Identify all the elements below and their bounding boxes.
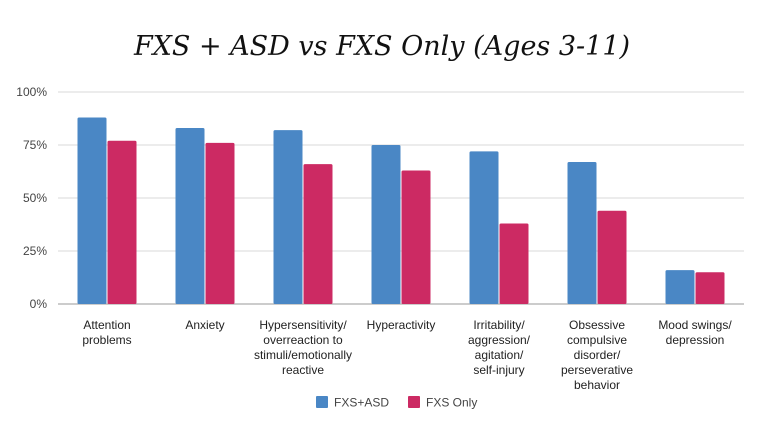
y-tick-label-50: 50% bbox=[23, 191, 47, 205]
x-tick-label-line: perseverative bbox=[561, 363, 633, 377]
x-tick-label-line: Obsessive bbox=[569, 318, 625, 332]
bar-fxs-asd-2 bbox=[273, 130, 303, 304]
legend-label-fxs-asd: FXS+ASD bbox=[334, 396, 389, 410]
bar-fxs-asd-4 bbox=[469, 151, 499, 304]
x-tick-label-line: compulsive bbox=[567, 333, 627, 347]
x-tick-label-line: Attention bbox=[83, 318, 130, 332]
bar-fxs-only-3 bbox=[401, 170, 431, 304]
x-axis-tick-labels: Attention problems Anxiety Hypersensitivity… bbox=[82, 318, 732, 392]
bar-fxs-only-5 bbox=[597, 210, 627, 304]
x-tick-label-line: Anxiety bbox=[185, 318, 224, 332]
x-tick-label-line: disorder/ bbox=[574, 348, 621, 362]
grid-lines bbox=[58, 91, 744, 305]
y-tick-label-25: 25% bbox=[23, 244, 47, 258]
x-tick-label-0: Attention problems bbox=[82, 318, 131, 347]
bar-fxs-asd-6 bbox=[665, 270, 695, 304]
x-tick-label-line: Irritability/ bbox=[473, 318, 525, 332]
x-tick-label-4: Irritability/aggression/agitation/self-i… bbox=[468, 318, 531, 377]
bar-fxs-asd-5 bbox=[567, 161, 597, 304]
x-tick-label-line: aggression/ bbox=[468, 333, 531, 347]
x-tick-label-line: depression bbox=[666, 333, 725, 347]
x-tick-label-line: self-injury bbox=[473, 363, 524, 377]
bar-fxs-asd-0 bbox=[77, 117, 107, 304]
x-tick-label-line: problems bbox=[82, 333, 131, 347]
x-tick-label-line: Hypersensitivity/ bbox=[259, 318, 347, 332]
x-tick-label-line: Mood swings/ bbox=[658, 318, 732, 332]
legend: FXS+ASD FXS Only bbox=[316, 396, 477, 410]
legend-swatch-fxs-asd bbox=[316, 396, 328, 408]
chart-title: FXS + ASD vs FXS Only (Ages 3-11) bbox=[133, 31, 630, 62]
x-tick-label-line: agitation/ bbox=[475, 348, 524, 362]
y-axis-tick-labels: 0% 25% 50% 75% 100% bbox=[16, 85, 47, 311]
bar-fxs-only-6 bbox=[695, 272, 725, 304]
x-tick-label-6: Mood swings/depression bbox=[658, 318, 732, 347]
bar-fxs-only-4 bbox=[499, 223, 529, 304]
y-tick-label-75: 75% bbox=[23, 138, 47, 152]
bar-fxs-asd-1 bbox=[175, 128, 205, 304]
x-tick-label-2: Hypersensitivity/overreaction to stimuli/… bbox=[254, 318, 352, 377]
bar-fxs-asd-3 bbox=[371, 145, 401, 304]
x-tick-label-line: stimuli/emotionally bbox=[254, 348, 352, 362]
x-tick-label-5: Obsessive compulsive disorder/perseverativ… bbox=[561, 318, 633, 392]
x-tick-label-line: behavior bbox=[574, 378, 620, 392]
bar-fxs-only-2 bbox=[303, 164, 333, 304]
bar-fxs-only-0 bbox=[107, 140, 137, 304]
x-tick-label-1: Anxiety bbox=[185, 318, 224, 332]
bars bbox=[77, 117, 725, 304]
y-tick-label-100: 100% bbox=[16, 85, 47, 99]
x-tick-label-line: Hyperactivity bbox=[367, 318, 436, 332]
legend-label-fxs-only: FXS Only bbox=[426, 396, 477, 410]
x-tick-label-line: reactive bbox=[282, 363, 324, 377]
y-tick-label-0: 0% bbox=[30, 297, 48, 311]
legend-swatch-fxs-only bbox=[408, 396, 420, 408]
bar-fxs-only-1 bbox=[205, 142, 235, 304]
x-tick-label-3: Hyperactivity bbox=[367, 318, 436, 332]
x-tick-label-line: overreaction to bbox=[263, 333, 343, 347]
